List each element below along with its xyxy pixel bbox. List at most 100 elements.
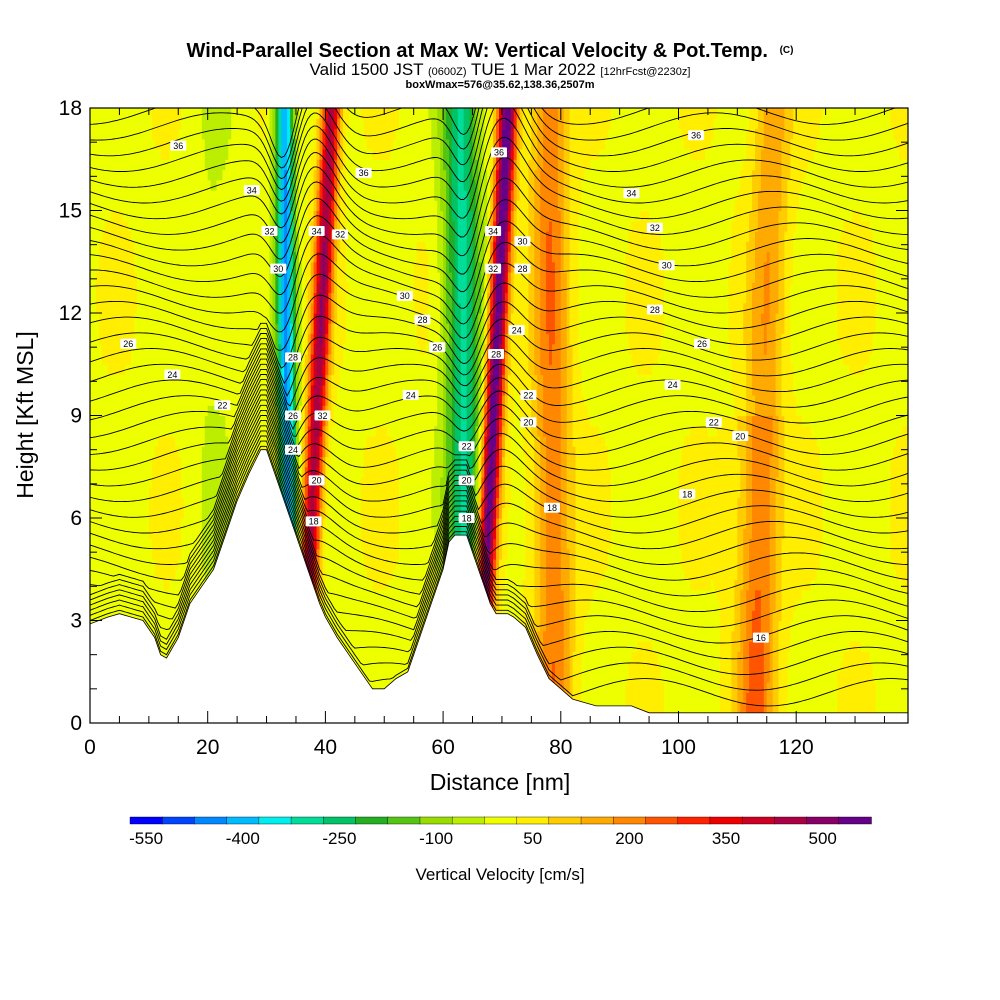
- velocity-cell: [278, 313, 282, 324]
- velocity-cell: [234, 456, 238, 468]
- velocity-cell: [160, 128, 165, 140]
- velocity-cell: [175, 251, 179, 263]
- velocity-cell: [163, 651, 168, 663]
- velocity-cell: [266, 210, 271, 222]
- velocity-cell: [95, 589, 100, 601]
- velocity-cell: [131, 477, 135, 488]
- velocity-cell: [228, 159, 232, 171]
- velocity-cell: [98, 538, 103, 550]
- velocity-cell: [192, 497, 197, 509]
- velocity-cell: [151, 364, 156, 376]
- velocity-cell: [290, 220, 294, 232]
- velocity-cell: [319, 261, 324, 273]
- velocity-cell: [190, 292, 194, 304]
- velocity-cell: [304, 395, 309, 406]
- velocity-cell: [151, 466, 156, 478]
- velocity-cell: [331, 600, 335, 611]
- velocity-cell: [148, 415, 153, 427]
- velocity-cell: [95, 231, 100, 242]
- velocity-cell: [304, 138, 309, 150]
- velocity-cell: [216, 313, 221, 324]
- velocity-cell: [110, 190, 115, 201]
- velocity-cell: [295, 149, 300, 160]
- velocity-cell: [119, 169, 123, 181]
- velocity-cell: [275, 282, 279, 294]
- velocity-cell: [284, 333, 288, 345]
- velocity-cell: [316, 589, 321, 601]
- velocity-cell: [110, 538, 115, 550]
- velocity-cell: [316, 108, 321, 119]
- velocity-cell: [172, 272, 176, 283]
- velocity-cell: [113, 138, 118, 150]
- velocity-cell: [245, 272, 250, 283]
- velocity-cell: [160, 374, 165, 386]
- velocity-cell: [131, 272, 135, 283]
- velocity-cell: [154, 497, 159, 509]
- velocity-cell: [240, 261, 244, 273]
- velocity-cell: [163, 354, 168, 365]
- velocity-cell: [92, 272, 97, 283]
- velocity-cell: [263, 108, 268, 119]
- velocity-cell: [240, 313, 244, 324]
- velocity-cell: [128, 261, 132, 273]
- velocity-cell: [201, 343, 206, 355]
- velocity-cell: [219, 251, 224, 263]
- velocity-cell: [128, 559, 132, 570]
- velocity-cell: [210, 302, 215, 314]
- velocity-cell: [287, 251, 291, 263]
- velocity-cell: [172, 292, 176, 304]
- velocity-cell: [187, 600, 191, 611]
- velocity-cell: [207, 261, 212, 273]
- velocity-cell: [295, 200, 300, 212]
- velocity-cell: [325, 395, 329, 406]
- velocity-cell: [98, 159, 103, 171]
- velocity-cell: [104, 354, 109, 365]
- velocity-cell: [163, 548, 168, 560]
- velocity-cell: [134, 436, 138, 447]
- velocity-cell: [319, 149, 324, 160]
- velocity-cell: [225, 231, 229, 242]
- velocity-cell: [198, 446, 203, 458]
- velocity-cell: [107, 323, 112, 335]
- velocity-cell: [243, 231, 247, 242]
- velocity-cell: [142, 231, 147, 242]
- velocity-cell: [181, 313, 185, 324]
- velocity-cell: [107, 559, 112, 570]
- velocity-cell: [195, 395, 200, 406]
- velocity-cell: [195, 569, 200, 581]
- velocity-cell: [287, 292, 291, 304]
- velocity-cell: [275, 149, 279, 160]
- velocity-cell: [219, 231, 224, 242]
- velocity-cell: [222, 108, 226, 119]
- velocity-cell: [92, 210, 97, 222]
- velocity-cell: [257, 282, 262, 294]
- velocity-cell: [195, 292, 200, 304]
- velocity-cell: [134, 169, 138, 181]
- velocity-cell: [287, 477, 291, 488]
- velocity-cell: [216, 354, 221, 365]
- velocity-cell: [95, 261, 100, 273]
- velocity-cell: [169, 159, 173, 171]
- velocity-cell: [234, 210, 238, 222]
- velocity-cell: [198, 323, 203, 335]
- velocity-cell: [325, 343, 329, 355]
- velocity-cell: [98, 354, 103, 365]
- velocity-cell: [237, 292, 241, 304]
- velocity-cell: [295, 425, 300, 437]
- velocity-cell: [219, 333, 224, 345]
- velocity-cell: [307, 241, 312, 253]
- velocity-cell: [245, 333, 250, 345]
- velocity-cell: [248, 169, 253, 181]
- velocity-cell: [216, 272, 221, 283]
- velocity-cell: [148, 220, 153, 232]
- velocity-cell: [301, 261, 306, 273]
- velocity-cell: [181, 118, 185, 130]
- velocity-cell: [222, 364, 226, 376]
- velocity-cell: [313, 159, 318, 171]
- velocity-cell: [142, 179, 147, 191]
- velocity-cell: [207, 446, 212, 458]
- velocity-cell: [248, 108, 253, 119]
- velocity-cell: [113, 384, 118, 396]
- velocity-cell: [169, 251, 173, 263]
- velocity-cell: [198, 169, 203, 181]
